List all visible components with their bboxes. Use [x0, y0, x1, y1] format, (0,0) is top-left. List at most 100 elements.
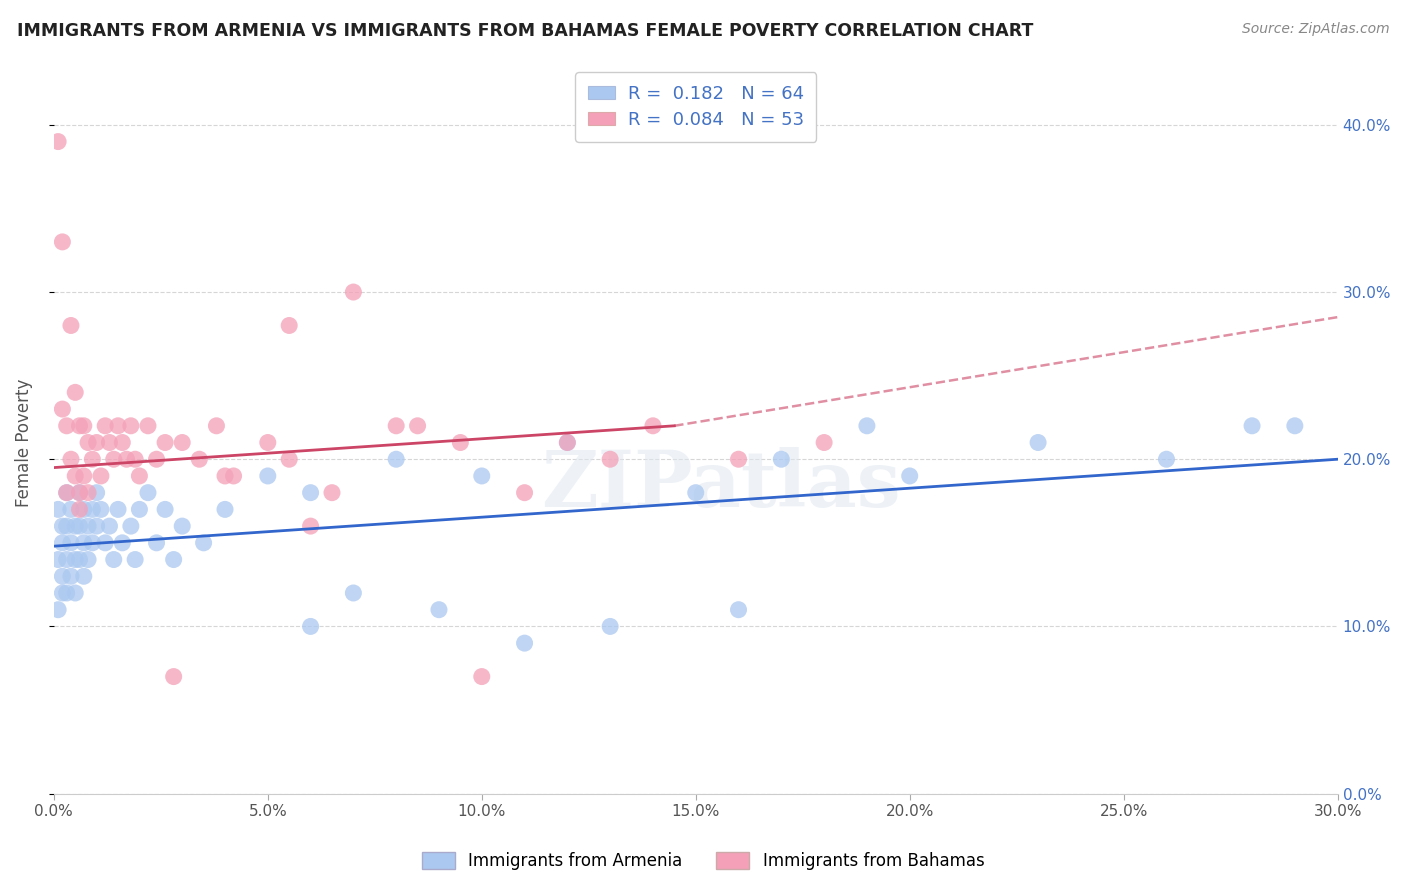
- Point: [685, 485, 707, 500]
- Point: [90, 502, 112, 516]
- Point: [86, 435, 108, 450]
- Point: [107, 502, 129, 516]
- Point: [94, 418, 117, 433]
- Legend: Immigrants from Armenia, Immigrants from Bahamas: Immigrants from Armenia, Immigrants from…: [415, 845, 991, 877]
- Point: [128, 502, 150, 516]
- Point: [55, 418, 77, 433]
- Legend: R =  0.182   N = 64, R =  0.084   N = 53: R = 0.182 N = 64, R = 0.084 N = 53: [575, 72, 817, 142]
- Point: [55, 485, 77, 500]
- Point: [86, 519, 108, 533]
- Point: [128, 469, 150, 483]
- Point: [46, 552, 69, 566]
- Point: [77, 435, 100, 450]
- Point: [145, 536, 167, 550]
- Point: [77, 519, 100, 533]
- Point: [513, 485, 536, 500]
- Point: [73, 469, 96, 483]
- Point: [73, 536, 96, 550]
- Point: [163, 552, 186, 566]
- Point: [46, 502, 69, 516]
- Point: [770, 452, 793, 467]
- Point: [214, 469, 236, 483]
- Point: [111, 536, 134, 550]
- Point: [471, 669, 494, 683]
- Point: [82, 452, 104, 467]
- Point: [115, 452, 138, 467]
- Point: [1284, 418, 1306, 433]
- Point: [449, 435, 471, 450]
- Point: [406, 418, 429, 433]
- Point: [51, 235, 73, 249]
- Point: [278, 452, 301, 467]
- Point: [856, 418, 879, 433]
- Point: [222, 469, 245, 483]
- Point: [51, 402, 73, 417]
- Point: [385, 452, 408, 467]
- Point: [46, 603, 69, 617]
- Point: [385, 418, 408, 433]
- Point: [98, 519, 121, 533]
- Point: [65, 586, 87, 600]
- Point: [59, 452, 82, 467]
- Text: Source: ZipAtlas.com: Source: ZipAtlas.com: [1241, 22, 1389, 37]
- Point: [641, 418, 664, 433]
- Point: [55, 485, 77, 500]
- Point: [256, 435, 278, 450]
- Point: [471, 469, 494, 483]
- Point: [69, 485, 91, 500]
- Point: [136, 485, 159, 500]
- Point: [124, 452, 146, 467]
- Point: [90, 469, 112, 483]
- Point: [513, 636, 536, 650]
- Point: [1241, 418, 1264, 433]
- Point: [136, 418, 159, 433]
- Point: [813, 435, 835, 450]
- Point: [145, 452, 167, 467]
- Point: [59, 502, 82, 516]
- Point: [153, 502, 176, 516]
- Point: [65, 469, 87, 483]
- Point: [172, 519, 194, 533]
- Point: [557, 435, 579, 450]
- Point: [124, 552, 146, 566]
- Point: [69, 502, 91, 516]
- Point: [1026, 435, 1049, 450]
- Point: [69, 418, 91, 433]
- Point: [599, 619, 621, 633]
- Point: [73, 502, 96, 516]
- Point: [69, 485, 91, 500]
- Point: [278, 318, 301, 333]
- Point: [193, 536, 215, 550]
- Point: [111, 435, 134, 450]
- Point: [73, 569, 96, 583]
- Point: [94, 536, 117, 550]
- Point: [299, 519, 322, 533]
- Point: [65, 519, 87, 533]
- Point: [898, 469, 921, 483]
- Point: [55, 586, 77, 600]
- Point: [1156, 452, 1178, 467]
- Point: [82, 502, 104, 516]
- Point: [727, 603, 749, 617]
- Point: [256, 469, 278, 483]
- Point: [120, 418, 142, 433]
- Point: [107, 418, 129, 433]
- Text: ZIPatlas: ZIPatlas: [541, 447, 901, 523]
- Point: [86, 485, 108, 500]
- Point: [103, 552, 125, 566]
- Point: [55, 552, 77, 566]
- Point: [65, 385, 87, 400]
- Point: [73, 418, 96, 433]
- Point: [69, 519, 91, 533]
- Point: [727, 452, 749, 467]
- Point: [77, 552, 100, 566]
- Point: [299, 485, 322, 500]
- Point: [321, 485, 343, 500]
- Point: [51, 569, 73, 583]
- Point: [51, 586, 73, 600]
- Point: [342, 285, 364, 299]
- Point: [188, 452, 211, 467]
- Point: [69, 552, 91, 566]
- Point: [51, 536, 73, 550]
- Point: [59, 536, 82, 550]
